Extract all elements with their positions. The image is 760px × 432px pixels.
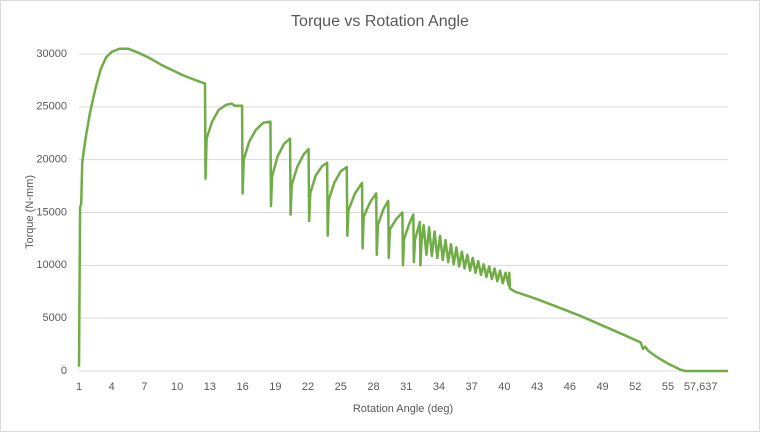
x-tick-label: 22 <box>302 381 314 393</box>
chart-title: Torque vs Rotation Angle <box>291 13 469 30</box>
y-tick-label: 20000 <box>36 154 67 166</box>
x-tick-label: 16 <box>236 381 248 393</box>
x-tick-label: 13 <box>204 381 216 393</box>
y-tick-label: 5000 <box>43 312 67 324</box>
y-tick-label: 10000 <box>36 259 67 271</box>
y-axis-label: Torque (N-mm) <box>24 175 36 249</box>
x-tick-label: 49 <box>596 381 608 393</box>
y-tick-label: 30000 <box>36 48 67 60</box>
x-tick-label: 43 <box>531 381 543 393</box>
data-line <box>77 47 728 373</box>
x-tick-label: 1 <box>76 381 82 393</box>
x-tick-label: 31 <box>400 381 412 393</box>
x-tick-label: 4 <box>109 381 115 393</box>
x-tick-label: 57,637 <box>684 381 718 393</box>
x-tick-label: 55 <box>662 381 674 393</box>
y-tick-label: 25000 <box>36 101 67 113</box>
x-tick-label: 28 <box>367 381 379 393</box>
x-tick-label: 40 <box>498 381 510 393</box>
y-tick-label: 0 <box>61 365 67 377</box>
y-tick-label: 15000 <box>36 206 67 218</box>
x-tick-label: 52 <box>629 381 641 393</box>
x-tick-label: 34 <box>433 381 445 393</box>
x-tick-label: 37 <box>466 381 478 393</box>
x-tick-label: 25 <box>335 381 347 393</box>
x-tick-label: 7 <box>141 381 147 393</box>
x-axis-label: Rotation Angle (deg) <box>353 403 453 415</box>
x-tick-label: 46 <box>564 381 576 393</box>
x-tick-label: 19 <box>269 381 281 393</box>
x-tick-label: 10 <box>171 381 183 393</box>
